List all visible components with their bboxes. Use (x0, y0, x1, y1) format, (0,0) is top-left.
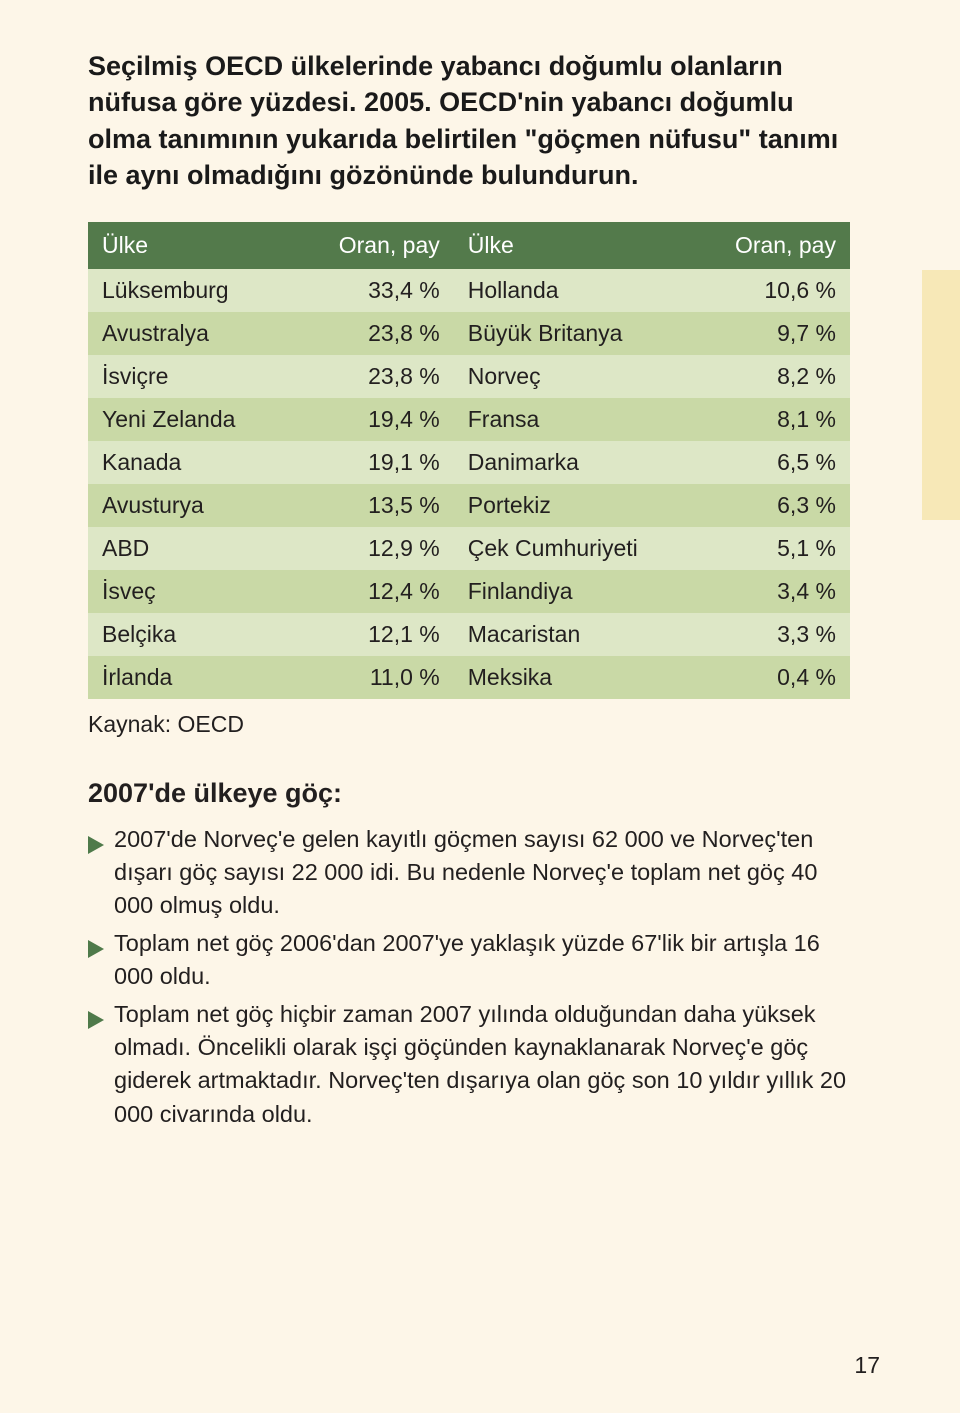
col-header-country-1: Ülke (88, 222, 301, 269)
table-cell: 5,1 % (698, 527, 850, 570)
table-cell: Danimarka (454, 441, 698, 484)
table-row: Kanada19,1 %Danimarka6,5 % (88, 441, 850, 484)
list-item: Toplam net göç 2006'dan 2007'ye yaklaşık… (88, 927, 850, 994)
table-header-row: Ülke Oran, pay Ülke Oran, pay (88, 222, 850, 269)
table-cell: Avustralya (88, 312, 301, 355)
table-source: Kaynak: OECD (88, 711, 850, 738)
table-cell: 23,8 % (301, 312, 453, 355)
side-accent-bar (922, 270, 960, 520)
table-cell: 12,1 % (301, 613, 453, 656)
table-cell: 9,7 % (698, 312, 850, 355)
table-row: Avusturya13,5 %Portekiz6,3 % (88, 484, 850, 527)
table-row: Yeni Zelanda19,4 %Fransa8,1 % (88, 398, 850, 441)
table-cell: 8,1 % (698, 398, 850, 441)
list-item-text: 2007'de Norveç'e gelen kayıtlı göçmen sa… (114, 823, 850, 923)
table-cell: Belçika (88, 613, 301, 656)
table-row: İsveç12,4 %Finlandiya3,4 % (88, 570, 850, 613)
table-cell: İsveç (88, 570, 301, 613)
table-cell: Macaristan (454, 613, 698, 656)
table-cell: 6,5 % (698, 441, 850, 484)
table-cell: İsviçre (88, 355, 301, 398)
table-row: Avustralya23,8 %Büyük Britanya9,7 % (88, 312, 850, 355)
table-cell: İrlanda (88, 656, 301, 699)
triangle-bullet-icon (88, 1005, 104, 1038)
table-heading: Seçilmiş OECD ülkelerinde yabancı doğuml… (88, 48, 850, 194)
table-cell: Finlandiya (454, 570, 698, 613)
list-item: 2007'de Norveç'e gelen kayıtlı göçmen sa… (88, 823, 850, 923)
col-header-rate-2: Oran, pay (698, 222, 850, 269)
table-cell: Büyük Britanya (454, 312, 698, 355)
section-subheading: 2007'de ülkeye göç: (88, 778, 850, 809)
table-cell: 23,8 % (301, 355, 453, 398)
table-cell: Fransa (454, 398, 698, 441)
bullet-list: 2007'de Norveç'e gelen kayıtlı göçmen sa… (88, 823, 850, 1131)
list-item-text: Toplam net göç 2006'dan 2007'ye yaklaşık… (114, 927, 850, 994)
table-body: Lüksemburg33,4 %Hollanda10,6 %Avustralya… (88, 269, 850, 699)
table-cell: 19,4 % (301, 398, 453, 441)
table-cell: Çek Cumhuriyeti (454, 527, 698, 570)
table-cell: 13,5 % (301, 484, 453, 527)
page-number: 17 (854, 1352, 880, 1379)
table-cell: Hollanda (454, 269, 698, 312)
table-cell: Portekiz (454, 484, 698, 527)
table-cell: Meksika (454, 656, 698, 699)
table-cell: 19,1 % (301, 441, 453, 484)
triangle-bullet-icon (88, 934, 104, 967)
table-cell: 12,9 % (301, 527, 453, 570)
table-row: ABD12,9 %Çek Cumhuriyeti5,1 % (88, 527, 850, 570)
table-cell: 0,4 % (698, 656, 850, 699)
col-header-rate-1: Oran, pay (301, 222, 453, 269)
table-cell: Yeni Zelanda (88, 398, 301, 441)
table-cell: 3,4 % (698, 570, 850, 613)
list-item-text: Toplam net göç hiçbir zaman 2007 yılında… (114, 998, 850, 1131)
table-cell: 6,3 % (698, 484, 850, 527)
table-cell: 11,0 % (301, 656, 453, 699)
table-cell: Lüksemburg (88, 269, 301, 312)
table-cell: 10,6 % (698, 269, 850, 312)
table-cell: 3,3 % (698, 613, 850, 656)
col-header-country-2: Ülke (454, 222, 698, 269)
table-cell: ABD (88, 527, 301, 570)
table-cell: Norveç (454, 355, 698, 398)
table-cell: 33,4 % (301, 269, 453, 312)
table-cell: Kanada (88, 441, 301, 484)
table-row: Belçika12,1 %Macaristan3,3 % (88, 613, 850, 656)
list-item: Toplam net göç hiçbir zaman 2007 yılında… (88, 998, 850, 1131)
table-cell: 12,4 % (301, 570, 453, 613)
oecd-table: Ülke Oran, pay Ülke Oran, pay Lüksemburg… (88, 222, 850, 699)
table-row: İsviçre23,8 %Norveç8,2 % (88, 355, 850, 398)
page: Seçilmiş OECD ülkelerinde yabancı doğuml… (0, 0, 960, 1413)
table-cell: 8,2 % (698, 355, 850, 398)
table-row: Lüksemburg33,4 %Hollanda10,6 % (88, 269, 850, 312)
table-row: İrlanda11,0 %Meksika0,4 % (88, 656, 850, 699)
table-cell: Avusturya (88, 484, 301, 527)
triangle-bullet-icon (88, 830, 104, 863)
